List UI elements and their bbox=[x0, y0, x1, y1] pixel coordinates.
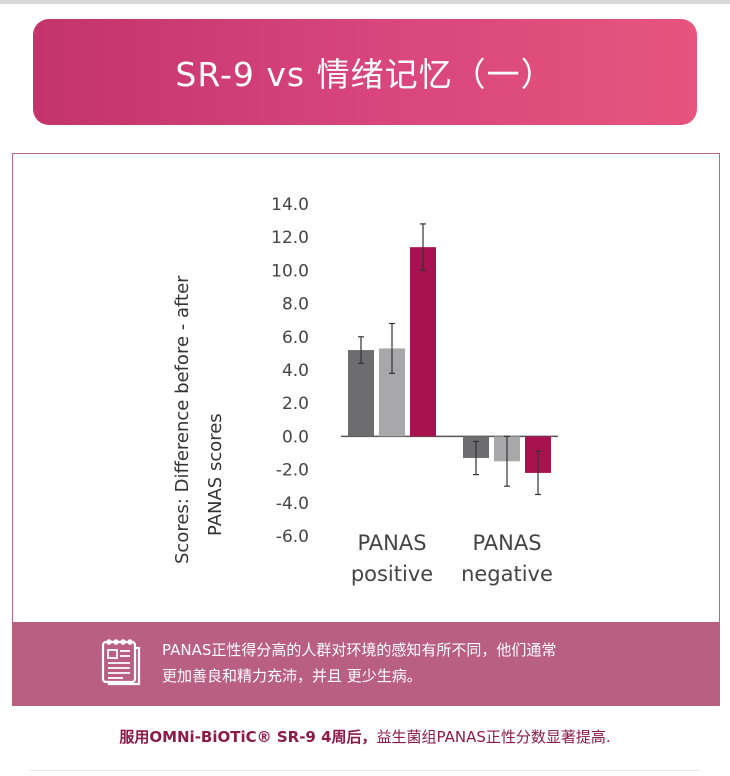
category-label: positive bbox=[351, 562, 433, 586]
footer-caption: 服用OMNi-BiOTiC® SR-9 4周后，益生菌组PANAS正性分数显著提… bbox=[0, 726, 730, 747]
category-labels: PANAS positive PANAS negative bbox=[351, 531, 553, 586]
y-axis-label: Scores: Difference before - after PANAS s… bbox=[172, 275, 226, 564]
page-title: SR-9 vs 情绪记忆（一） bbox=[175, 55, 555, 94]
footer-regular-text: 益生菌组PANAS正性分数显著提高. bbox=[376, 728, 611, 746]
y-tick-label: 6.0 bbox=[282, 328, 309, 348]
y-tick-label: 4.0 bbox=[282, 361, 309, 381]
y-axis-ticks: 14.0 12.0 10.0 8.0 6.0 4.0 2.0 0.0 -2.0 -4.0 -6.0 bbox=[271, 195, 309, 547]
note-text: PANAS正性得分高的人群对环境的感知有所不同，他们通常 更加善良和精力充沛，并… bbox=[162, 637, 682, 689]
document-icon bbox=[101, 639, 141, 686]
bottom-divider bbox=[30, 770, 700, 771]
y-tick-label: -4.0 bbox=[276, 494, 309, 514]
y-tick-label: 0.0 bbox=[282, 427, 309, 447]
chart-panel: Scores: Difference before - after PANAS s… bbox=[12, 153, 720, 623]
footer-bold-text: 服用OMNi-BiOTiC® SR-9 4周后， bbox=[119, 728, 377, 746]
y-tick-label: 2.0 bbox=[282, 394, 309, 414]
bars bbox=[348, 223, 551, 496]
category-label: PANAS bbox=[357, 531, 426, 555]
note-line-2: 更加善良和精力充沛，并且 更少生病。 bbox=[162, 667, 422, 685]
bar bbox=[348, 350, 374, 437]
category-label: negative bbox=[461, 562, 553, 586]
title-banner: SR-9 vs 情绪记忆（一） bbox=[33, 19, 697, 125]
bar bbox=[410, 247, 436, 437]
y-tick-label: 12.0 bbox=[271, 228, 309, 248]
bar-chart: Scores: Difference before - after PANAS s… bbox=[172, 195, 558, 586]
y-axis-label-line: Scores: Difference before - after bbox=[172, 275, 193, 564]
note-line-1: PANAS正性得分高的人群对环境的感知有所不同，他们通常 bbox=[162, 641, 557, 659]
y-tick-label: 10.0 bbox=[271, 261, 309, 281]
y-tick-label: -6.0 bbox=[276, 527, 309, 547]
top-divider bbox=[0, 0, 730, 4]
y-tick-label: -2.0 bbox=[276, 461, 309, 481]
y-tick-label: 8.0 bbox=[282, 295, 309, 315]
y-axis-label-line: PANAS scores bbox=[205, 413, 226, 536]
y-tick-label: 14.0 bbox=[271, 195, 309, 215]
category-label: PANAS bbox=[472, 531, 541, 555]
note-band bbox=[12, 622, 720, 706]
